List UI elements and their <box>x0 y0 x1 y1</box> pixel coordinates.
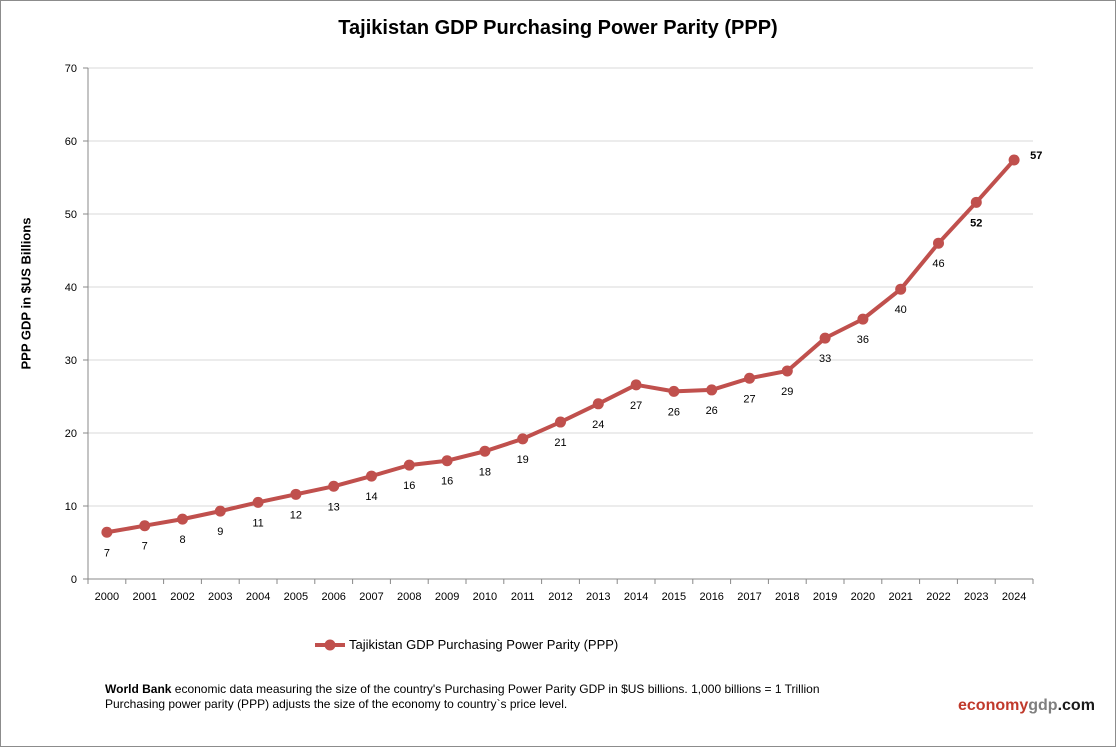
source-name: World Bank <box>105 682 172 696</box>
x-tick-label: 2002 <box>170 591 194 603</box>
data-point <box>555 416 566 428</box>
data-label: 16 <box>441 476 453 488</box>
legend: Tajikistan GDP Purchasing Power Parity (… <box>315 637 618 652</box>
x-tick-label: 2014 <box>624 591 648 603</box>
data-point <box>592 398 604 410</box>
data-point <box>139 520 151 532</box>
data-label: 9 <box>217 526 223 538</box>
footnote-line1: economic data measuring the size of the … <box>171 682 820 696</box>
data-point <box>819 332 831 344</box>
brand-part-gdp: gdp <box>1028 697 1058 714</box>
data-point <box>630 379 642 391</box>
data-label: 33 <box>819 353 831 365</box>
x-tick-label: 2017 <box>737 591 761 603</box>
legend-label: Tajikistan GDP Purchasing Power Parity (… <box>349 637 619 652</box>
data-label: 26 <box>706 405 718 417</box>
x-tick-label: 2023 <box>964 591 988 603</box>
x-tick-label: 2016 <box>699 591 723 603</box>
data-label: 46 <box>932 258 944 270</box>
data-label: 8 <box>179 534 185 546</box>
x-tick-label: 2009 <box>435 591 459 603</box>
data-point <box>895 283 907 295</box>
data-point <box>744 372 755 384</box>
y-tick-label: 50 <box>65 209 77 221</box>
series-line <box>106 158 1016 535</box>
y-tick-label: 60 <box>65 136 77 148</box>
data-point <box>1008 154 1020 166</box>
data-point <box>706 384 718 396</box>
data-label: 19 <box>517 454 529 466</box>
x-tick-label: 2006 <box>321 591 345 603</box>
data-point <box>177 513 188 525</box>
x-tick-label: 2011 <box>511 591 535 603</box>
x-tick-label: 2024 <box>1002 591 1026 603</box>
y-tick-label: 20 <box>65 428 77 440</box>
data-point <box>328 480 340 492</box>
data-point <box>933 237 944 249</box>
x-tick-label: 2008 <box>397 591 421 603</box>
data-point <box>290 488 302 500</box>
x-tick-label: 2012 <box>548 591 572 603</box>
data-point <box>857 313 869 325</box>
data-point <box>214 505 226 517</box>
data-label: 7 <box>142 541 148 553</box>
data-label: 18 <box>479 466 491 478</box>
data-label: 13 <box>328 501 340 513</box>
brand-part-com: .com <box>1057 697 1095 714</box>
data-label: 7 <box>104 547 110 559</box>
y-tick-label: 30 <box>65 355 77 367</box>
data-label: 36 <box>857 334 869 346</box>
y-tick-label: 10 <box>65 501 77 513</box>
x-tick-label: 2007 <box>359 591 383 603</box>
data-point <box>781 365 793 377</box>
data-label: 14 <box>365 491 377 503</box>
x-tick-label: 2022 <box>926 591 950 603</box>
data-point <box>403 459 415 471</box>
data-label: 29 <box>781 386 793 398</box>
y-tick-label: 40 <box>65 282 77 294</box>
x-tick-label: 2010 <box>473 591 497 603</box>
data-point <box>517 433 529 445</box>
data-point <box>101 526 113 538</box>
x-tick-label: 2015 <box>662 591 686 603</box>
x-tick-label: 2013 <box>586 591 610 603</box>
data-label: 24 <box>592 419 604 431</box>
brand-part-economy: economy <box>958 697 1029 714</box>
x-tick-label: 2000 <box>95 591 119 603</box>
x-tick-label: 2003 <box>208 591 232 603</box>
x-tick-label: 2005 <box>284 591 308 603</box>
legend-marker-icon <box>315 639 345 650</box>
x-tick-label: 2004 <box>246 591 270 603</box>
data-label: 26 <box>668 406 680 418</box>
data-label: 27 <box>743 393 755 405</box>
x-tick-label: 2020 <box>851 591 875 603</box>
data-label: 11 <box>252 517 263 529</box>
data-label: 12 <box>290 509 302 521</box>
chart-title: Tajikistan GDP Purchasing Power Parity (… <box>338 17 778 39</box>
data-point <box>970 196 982 208</box>
footnote: World Bank economic data measuring the s… <box>105 682 820 712</box>
data-point <box>252 496 264 508</box>
data-point <box>441 455 453 467</box>
data-point <box>668 385 680 397</box>
data-point <box>479 445 491 457</box>
data-label: 21 <box>554 437 566 449</box>
data-label: 40 <box>895 304 907 316</box>
data-label: 16 <box>403 480 415 492</box>
data-label: 27 <box>630 400 642 412</box>
y-tick-label: 70 <box>65 63 77 75</box>
brand-logo[interactable]: economygdp.com <box>958 697 1095 715</box>
x-tick-label: 2019 <box>813 591 837 603</box>
x-tick-label: 2018 <box>775 591 799 603</box>
y-tick-label: 0 <box>71 574 77 586</box>
footnote-line2: Purchasing power parity (PPP) adjusts th… <box>105 697 568 711</box>
data-label: 57 <box>1030 150 1042 162</box>
data-label: 52 <box>970 217 982 229</box>
x-tick-label: 2001 <box>132 591 156 603</box>
data-point <box>366 470 377 482</box>
x-tick-label: 2021 <box>888 591 912 603</box>
